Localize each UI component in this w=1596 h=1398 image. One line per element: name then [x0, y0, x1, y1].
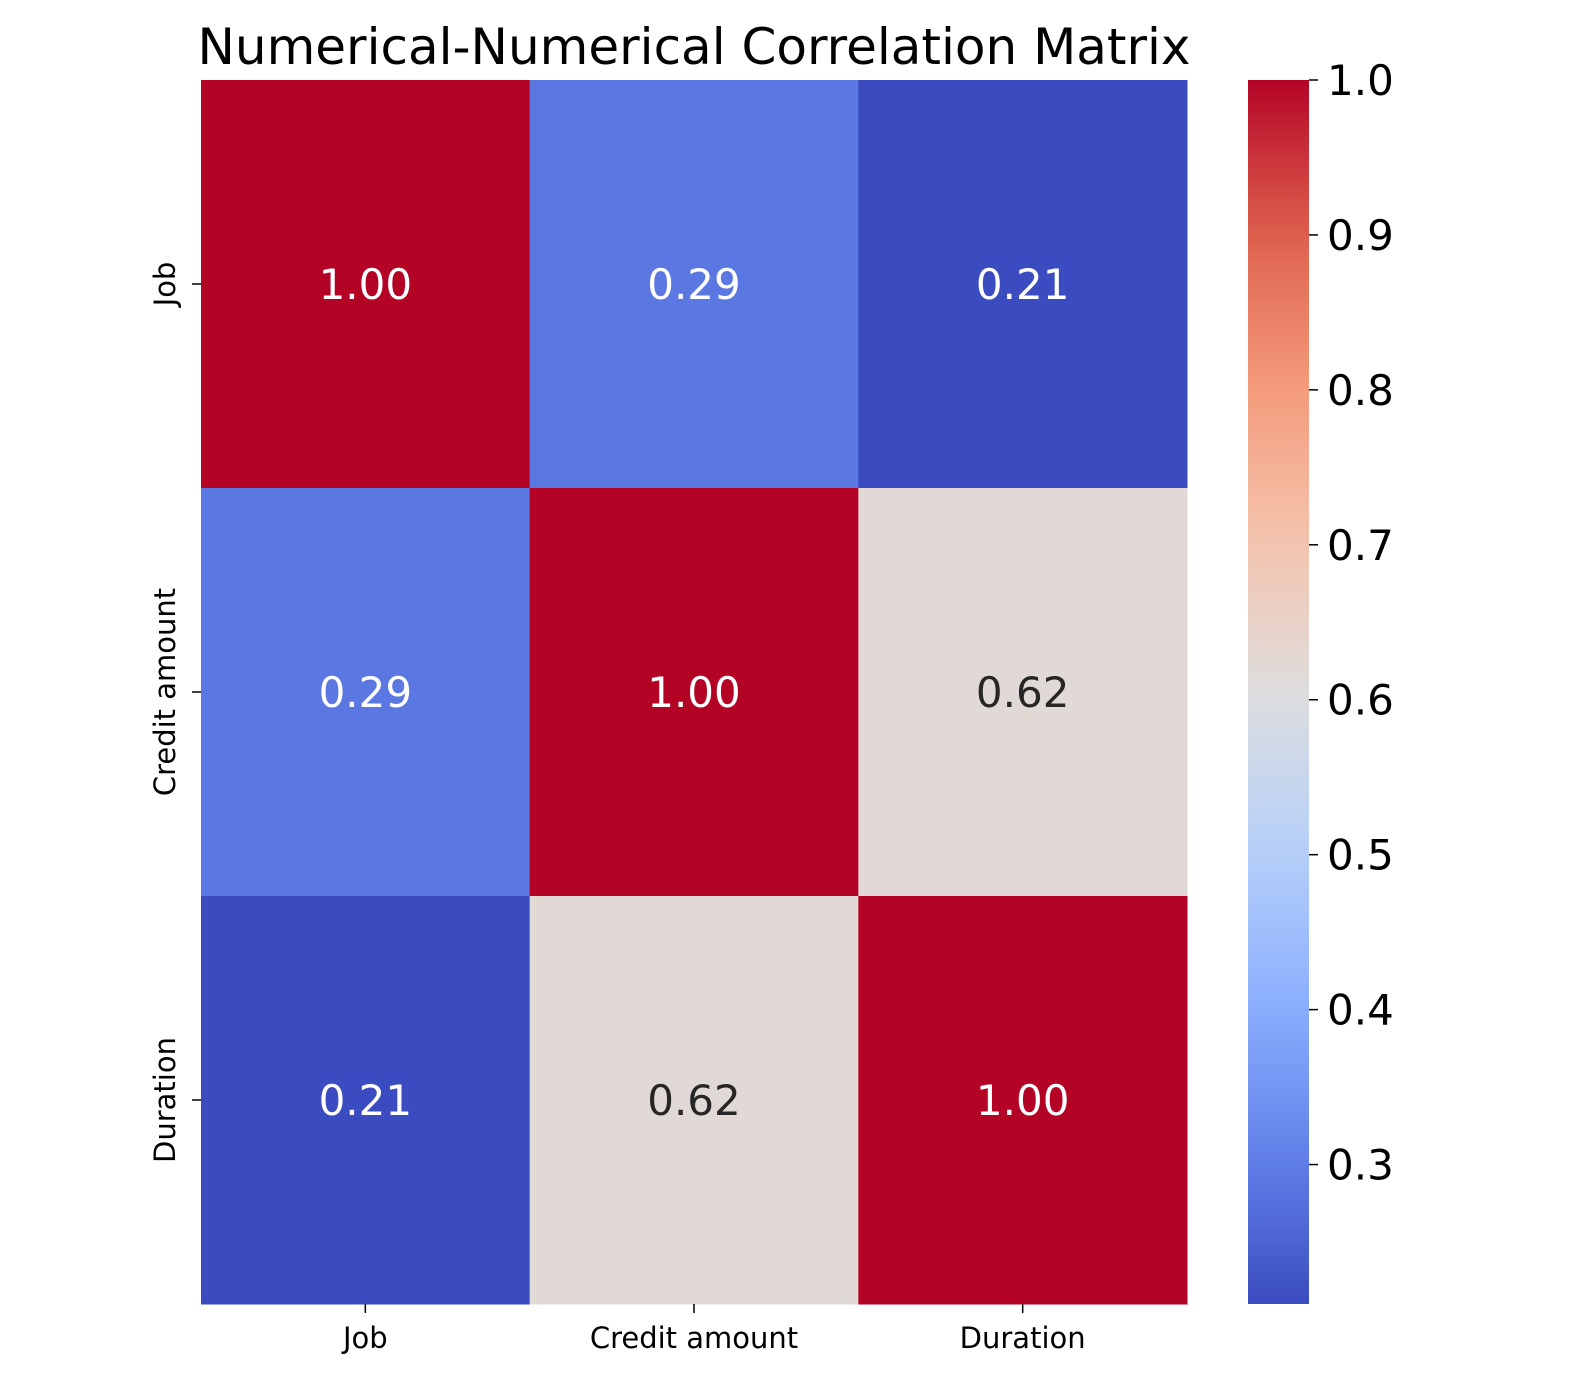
x-tick-label: Credit amount	[590, 1321, 798, 1355]
cell-value-label: 1.00	[647, 668, 741, 717]
colorbar-tick-label: 0.7	[1327, 521, 1394, 570]
heatmap-cell-2-0	[201, 896, 531, 1305]
heatmap-cell-1-0	[201, 488, 531, 897]
chart-title: Numerical-Numerical Correlation Matrix	[197, 18, 1190, 76]
heatmap-cells	[201, 80, 1188, 1305]
cell-value-label: 0.62	[976, 668, 1070, 717]
heatmap-annotations: 1.00 0.29 0.21 0.29 1.00 0.62 0.21 0.62 1.00	[319, 260, 1070, 1125]
colorbar-tick-label: 0.3	[1327, 1141, 1394, 1190]
colorbar-tick-label: 0.4	[1327, 986, 1394, 1035]
cell-value-label: 0.29	[647, 260, 741, 309]
heatmap-cell-2-2	[858, 896, 1188, 1305]
cell-value-label: 1.00	[976, 1076, 1070, 1125]
heatmap-cell-2-1	[529, 896, 859, 1305]
cell-value-label: 0.62	[647, 1076, 741, 1125]
y-axis: Job Credit amount Duration	[148, 262, 201, 1163]
colorbar-gradient	[1248, 80, 1309, 1304]
y-tick-label: Job	[148, 262, 182, 309]
heatmap-cell-1-1	[529, 488, 859, 897]
heatmap-cell-0-0	[201, 80, 531, 489]
colorbar-tick-label: 0.6	[1327, 676, 1394, 725]
cell-value-label: 0.29	[319, 668, 413, 717]
y-tick-label: Duration	[148, 1037, 182, 1163]
heatmap-cell-0-2	[858, 80, 1188, 489]
colorbar: 0.3 0.4 0.5 0.6 0.7 0.8 0.9 1.0	[1248, 56, 1394, 1304]
heatmap-cell-1-2	[858, 488, 1188, 897]
y-tick-label: Credit amount	[148, 588, 182, 796]
colorbar-tick-label: 0.9	[1327, 211, 1394, 260]
colorbar-tick-label: 1.0	[1327, 56, 1394, 105]
x-tick-label: Duration	[960, 1321, 1086, 1355]
colorbar-tick-label: 0.5	[1327, 831, 1394, 880]
heatmap-cell-0-1	[529, 80, 859, 489]
cell-value-label: 0.21	[319, 1076, 413, 1125]
colorbar-tick-label: 0.8	[1327, 366, 1394, 415]
cell-value-label: 0.21	[976, 260, 1070, 309]
x-axis: Job Credit amount Duration	[341, 1304, 1086, 1355]
x-tick-label: Job	[341, 1321, 388, 1355]
cell-value-label: 1.00	[319, 260, 413, 309]
